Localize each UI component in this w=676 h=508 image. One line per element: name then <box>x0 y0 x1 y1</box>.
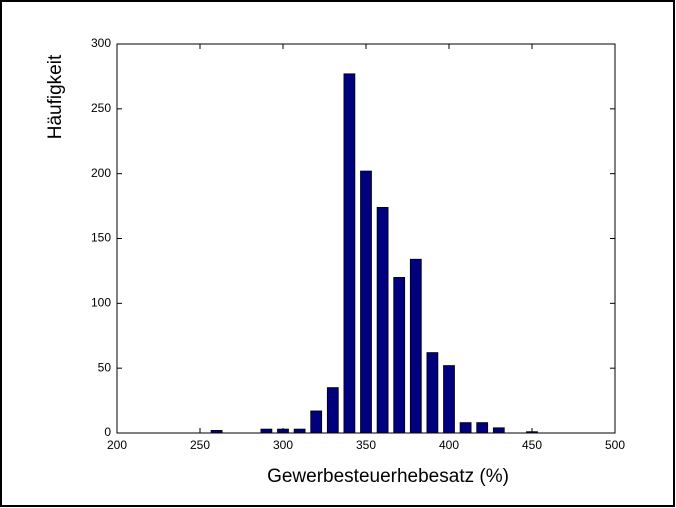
bar <box>210 430 223 434</box>
bar <box>426 352 439 434</box>
y-tick-label: 100 <box>91 296 111 310</box>
x-tick-label: 450 <box>522 438 542 452</box>
bar <box>443 365 455 434</box>
bar <box>293 428 306 434</box>
x-tick-label: 200 <box>107 438 127 452</box>
bar <box>459 422 472 434</box>
x-tick-label: 350 <box>356 438 376 452</box>
y-tick-label: 150 <box>91 231 111 245</box>
bar <box>526 431 538 434</box>
y-tick-label: 0 <box>104 425 111 439</box>
bar <box>376 206 389 434</box>
y-tick-label: 50 <box>98 360 112 374</box>
bar <box>277 428 289 434</box>
bar <box>393 276 406 434</box>
x-tick-label: 300 <box>273 438 293 452</box>
bar <box>260 428 273 434</box>
bar <box>409 258 422 434</box>
y-tick-label: 200 <box>91 166 111 180</box>
bar <box>326 387 339 434</box>
bar <box>492 427 505 434</box>
x-tick-label: 400 <box>439 438 459 452</box>
bar <box>360 170 372 434</box>
x-tick-label: 250 <box>190 438 210 452</box>
x-tick-label: 500 <box>605 438 625 452</box>
x-axis-label: Gewerbesteuerhebesatz (%) <box>267 466 509 487</box>
bar <box>476 422 489 434</box>
y-axis-label: Häufigkeit <box>45 54 66 139</box>
y-tick-label: 250 <box>91 101 111 115</box>
y-tick-label: 300 <box>91 36 111 50</box>
bar <box>343 73 356 434</box>
bar <box>310 410 323 434</box>
